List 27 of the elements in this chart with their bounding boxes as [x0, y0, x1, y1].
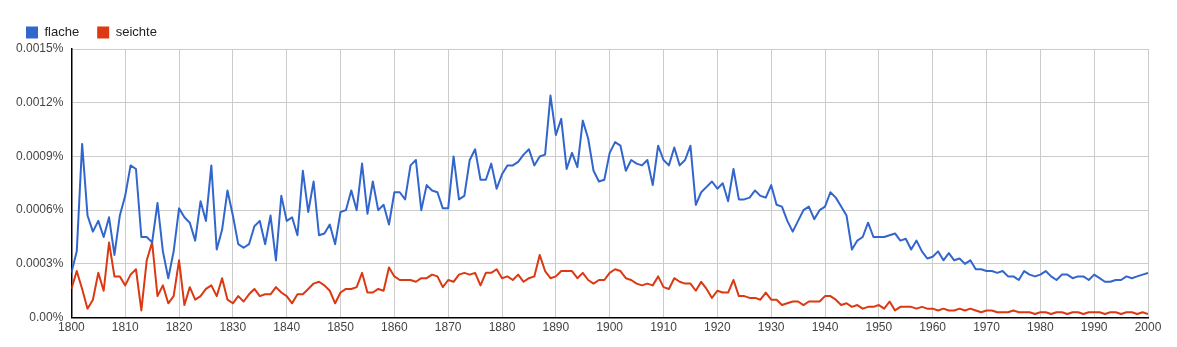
x-tick-label: 1990 — [1080, 320, 1108, 335]
x-tick-label: 2000 — [1134, 320, 1162, 335]
x-tick-label: 1950 — [865, 320, 893, 335]
x-tick-label: 1900 — [596, 320, 624, 335]
x-tick-label: 1810 — [111, 320, 139, 335]
y-tick-label: 0.0006% — [16, 202, 64, 217]
x-tick-label: 1890 — [542, 320, 570, 335]
x-tick-label: 1960 — [919, 320, 947, 335]
x-tick-label: 1910 — [650, 320, 678, 335]
x-tick-label: 1980 — [1026, 320, 1055, 335]
x-tick-label: 1940 — [811, 320, 839, 335]
x-tick-label: 1920 — [704, 320, 732, 335]
x-tick-label: 1870 — [434, 320, 462, 335]
x-tick-label: 1880 — [488, 320, 516, 335]
x-tick-label: 1820 — [165, 320, 193, 335]
y-tick-label: 0.0009% — [16, 148, 64, 163]
legend-label: flache — [44, 24, 80, 40]
x-tick-label: 1860 — [381, 320, 409, 335]
x-tick-label: 1840 — [273, 320, 301, 335]
x-tick-label: 1830 — [219, 320, 247, 335]
x-tick-label: 1970 — [973, 320, 1001, 335]
y-tick-label: 0.0012% — [16, 95, 64, 110]
legend-label: seichte — [115, 24, 157, 40]
y-tick-label: 0.0015% — [16, 41, 64, 56]
y-tick-label: 0.0003% — [16, 256, 64, 271]
x-tick-label: 1930 — [757, 320, 785, 335]
x-tick-label: 1850 — [327, 320, 355, 335]
